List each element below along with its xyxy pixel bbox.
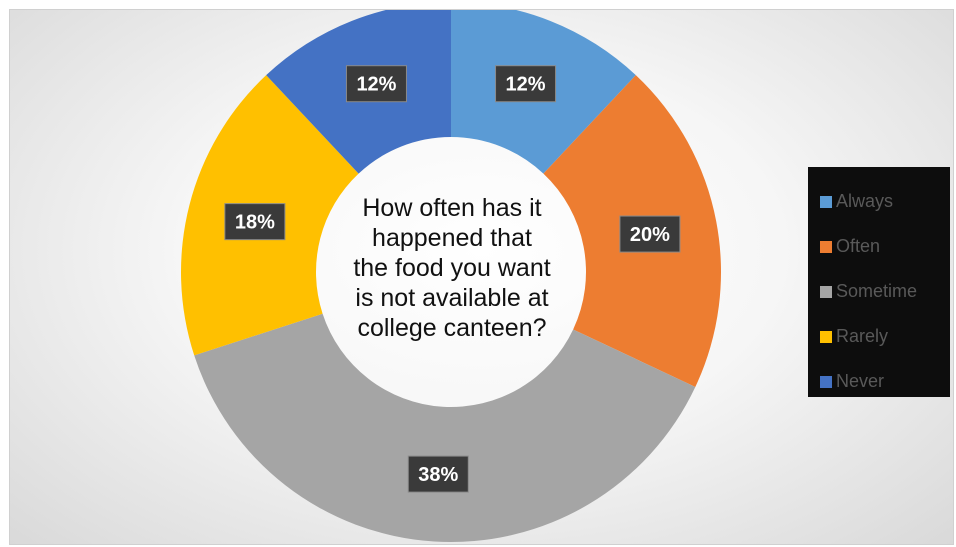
legend-item-never: Never <box>808 359 950 404</box>
chart-title-line-1: How often has it <box>362 194 542 222</box>
legend-swatch-always <box>820 195 832 208</box>
chart-legend: Always Often Sometime Rarely Never <box>808 167 950 397</box>
chart-title-line-3: the food you want <box>353 254 551 282</box>
chart-title: How often has it happened that the food … <box>337 193 567 343</box>
legend-swatch-often <box>820 240 832 253</box>
data-label-box-sometime <box>407 455 469 493</box>
data-label-sometime: 38% <box>407 455 469 493</box>
legend-swatch-never <box>820 375 832 388</box>
data-label-box-rarely <box>224 203 286 241</box>
slice-sometime <box>194 313 696 543</box>
legend-item-rarely: Rarely <box>808 314 950 359</box>
legend-label-always: Always <box>836 191 894 211</box>
donut-slices <box>181 10 721 543</box>
data-label-text-always: 12% <box>506 74 546 96</box>
data-label-never: 12% <box>345 65 407 103</box>
chart-area: 12% 20% 38% 18% 12% How often has it happene… <box>9 9 954 545</box>
chart-title-line-5: college canteen? <box>357 314 547 342</box>
data-label-text-often: 20% <box>630 224 670 246</box>
data-label-box-never <box>345 65 407 103</box>
chart-title-line-4: is not available at <box>355 284 549 312</box>
legend-item-often: Often <box>808 224 950 269</box>
legend-swatch-rarely <box>820 330 832 343</box>
donut-chart: 12% 20% 38% 18% 12% <box>181 10 721 543</box>
data-label-often: 20% <box>619 215 681 253</box>
data-label-box-often <box>619 215 681 253</box>
data-label-text-sometime: 38% <box>418 464 458 486</box>
legend-item-always: Always <box>808 179 950 224</box>
donut-data-labels: 12% 20% 38% 18% 12% <box>224 65 681 493</box>
data-label-text-rarely: 18% <box>235 212 275 234</box>
data-label-text-never: 12% <box>356 74 396 96</box>
legend-label-never: Never <box>836 371 885 391</box>
chart-title-line-2: happened that <box>372 224 532 252</box>
data-label-box-always <box>495 65 557 103</box>
legend-swatch-sometime <box>820 285 832 298</box>
data-label-always: 12% <box>495 65 557 103</box>
legend-item-sometime: Sometime <box>808 269 950 314</box>
legend-label-often: Often <box>836 236 881 256</box>
data-label-rarely: 18% <box>224 203 286 241</box>
legend-label-sometime: Sometime <box>836 281 918 301</box>
legend-label-rarely: Rarely <box>836 326 889 346</box>
